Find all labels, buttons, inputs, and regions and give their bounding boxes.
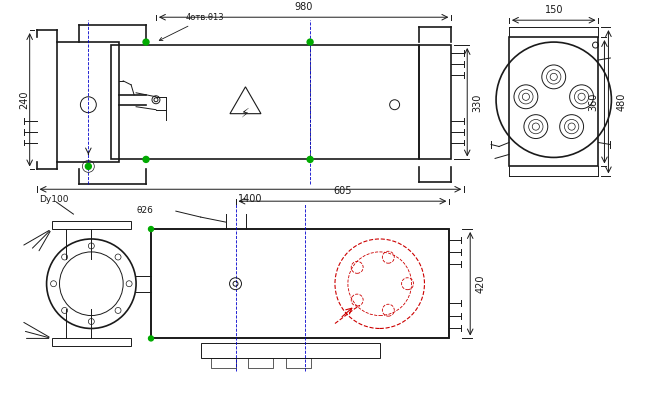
Bar (57, 42, 119, 162)
Text: 4отв.θ13: 4отв.θ13 (159, 13, 224, 40)
Text: 330: 330 (472, 94, 482, 112)
Bar (286, 358, 311, 368)
Text: 360: 360 (588, 93, 599, 111)
Circle shape (307, 39, 313, 45)
Bar (201, 343, 380, 358)
Text: Dy100: Dy100 (39, 195, 69, 204)
Circle shape (143, 39, 149, 45)
Circle shape (143, 157, 149, 162)
Circle shape (149, 336, 153, 341)
Bar (249, 358, 273, 368)
Circle shape (86, 164, 91, 169)
Text: 980: 980 (294, 2, 313, 12)
Bar (420, 45, 451, 159)
Text: 240: 240 (20, 90, 30, 109)
Bar (509, 37, 599, 166)
Text: 605: 605 (333, 186, 351, 196)
Text: 1400: 1400 (238, 194, 263, 204)
Bar (111, 45, 420, 159)
Bar (211, 358, 236, 368)
Text: 420: 420 (475, 275, 485, 293)
Circle shape (149, 227, 153, 232)
Text: ⚡: ⚡ (241, 106, 250, 119)
Bar (51, 221, 131, 229)
Bar (151, 229, 449, 338)
Text: 480: 480 (617, 93, 626, 111)
Bar (151, 229, 449, 338)
Text: θ26: θ26 (136, 206, 153, 215)
Text: 150: 150 (544, 5, 563, 15)
Circle shape (307, 157, 313, 162)
Bar (51, 338, 131, 347)
